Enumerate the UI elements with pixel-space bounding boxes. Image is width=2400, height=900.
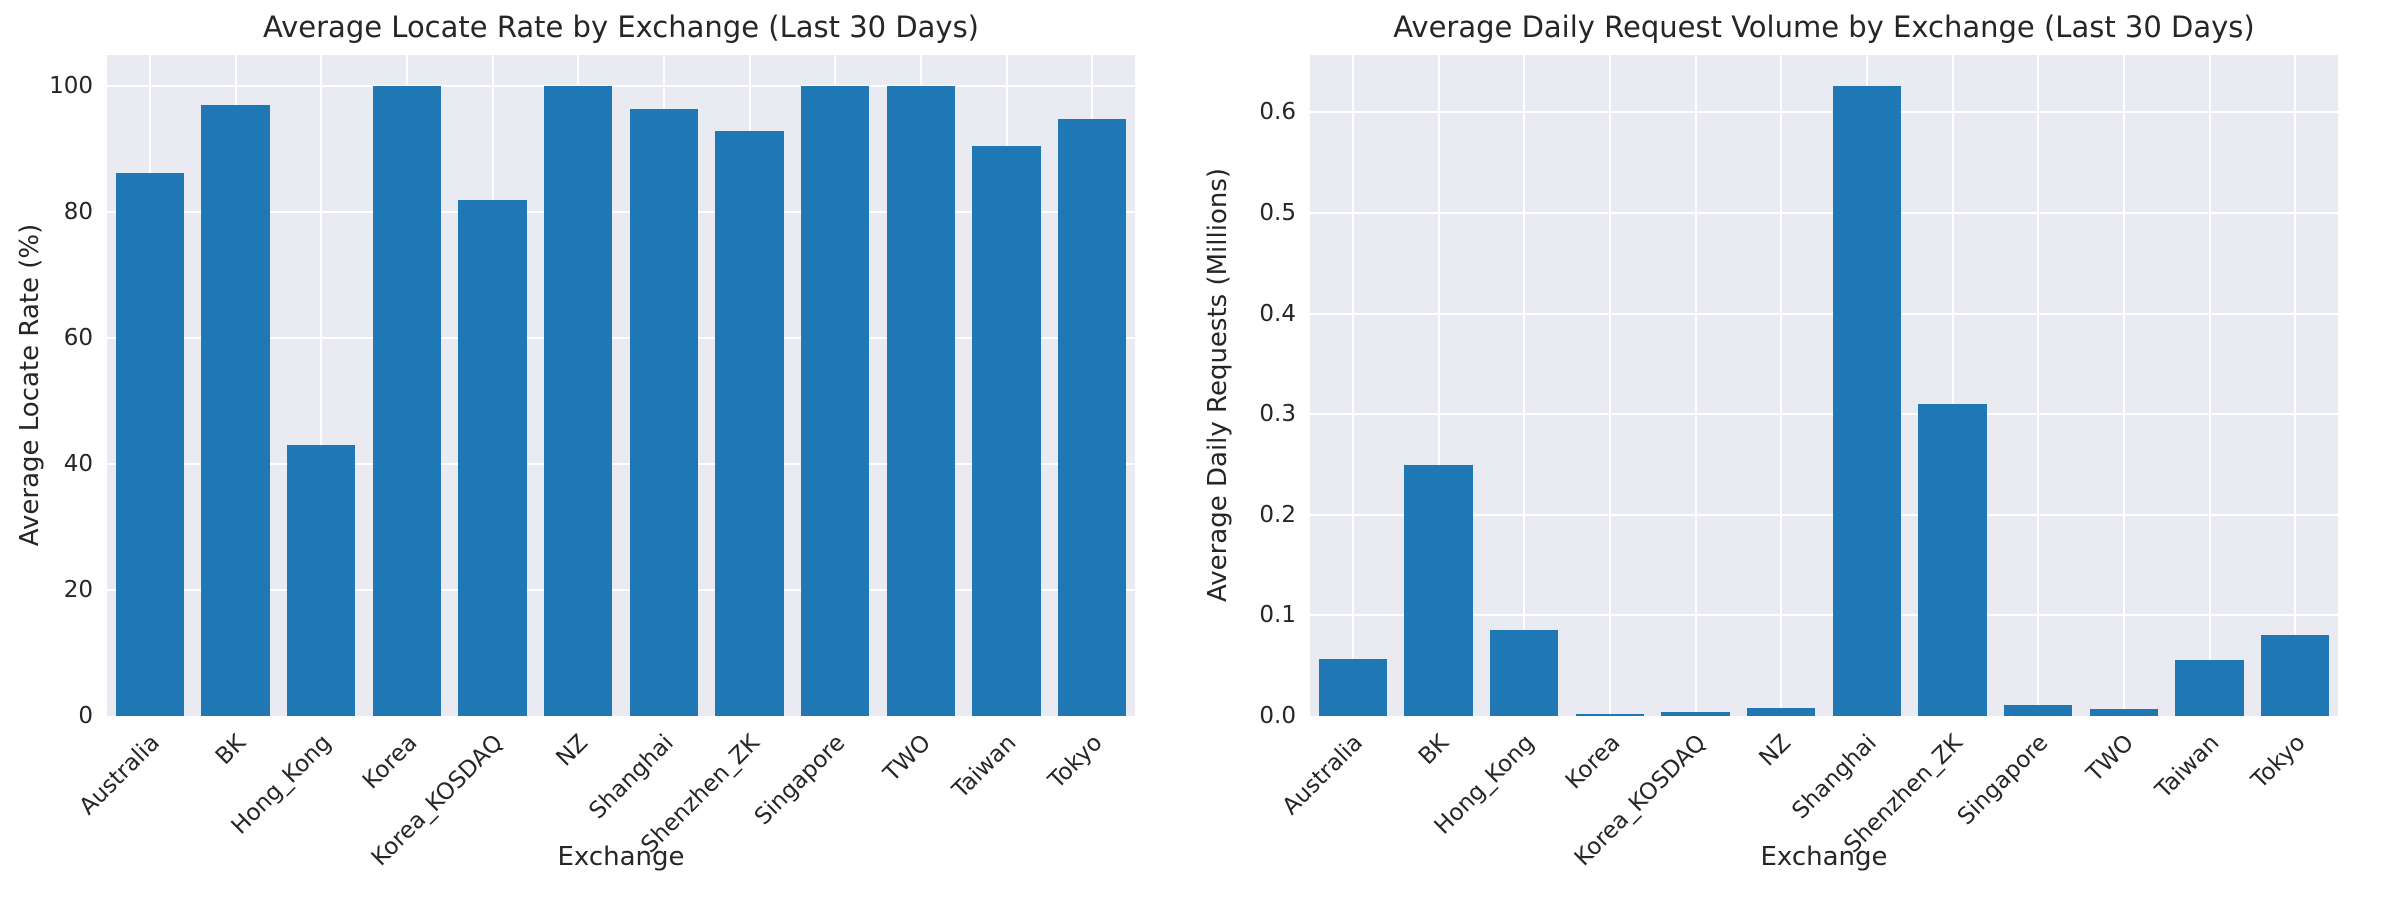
x-tick-label-Korea: Korea (1560, 729, 1626, 795)
y-tick-label: 80 (63, 199, 93, 226)
gridline-x-Korea (1608, 55, 1611, 716)
bar-Korea (372, 86, 442, 716)
bar-BK (1404, 465, 1473, 716)
x-tick-label-Australia: Australia (1277, 729, 1369, 821)
gridline-y-0.1 (1310, 614, 2338, 617)
bar-Singapore (800, 86, 870, 716)
bar-Tokyo (2260, 634, 2330, 716)
gridline-y-0.3 (1310, 413, 2338, 416)
y-tick-label: 0.6 (1259, 99, 1296, 126)
gridline-x-Shenzhen_ZK (1951, 55, 1954, 716)
bar-Taiwan (972, 145, 1041, 716)
gridline-y-80 (107, 211, 1135, 214)
y-tick-label: 0 (78, 703, 93, 729)
gridline-x-Australia (1351, 55, 1354, 716)
bar-Hong_Kong (1489, 630, 1559, 716)
bar-Hong_Kong (286, 444, 356, 716)
plot-area (107, 55, 1135, 716)
bar-TWO (2089, 708, 2159, 716)
y-tick-label: 20 (63, 577, 93, 604)
bar-Korea_KOSDAQ (1661, 711, 1730, 716)
bar-Korea (1575, 714, 1645, 716)
x-tick-label-NZ: NZ (1754, 729, 1797, 772)
gridline-x-NZ (1780, 55, 1783, 716)
bar-Tokyo (1057, 119, 1127, 716)
gridline-y-100 (107, 85, 1135, 88)
chart-title: Average Locate Rate by Exchange (Last 30… (262, 10, 980, 44)
y-tick-label: 100 (49, 73, 93, 100)
bar-Shenzhen_ZK (1918, 404, 1987, 716)
x-tick-label-BK: BK (1413, 729, 1454, 771)
gridline-x-Hong_Kong (320, 55, 323, 716)
x-axis-label: Exchange (1760, 842, 1888, 872)
bar-Australia (115, 173, 185, 716)
x-tick-label-Taiwan: Taiwan (2150, 729, 2225, 804)
x-axis-label: Exchange (557, 842, 685, 872)
y-tick-label: 40 (63, 451, 93, 478)
gridline-y-0.2 (1310, 513, 2338, 516)
bar-Singapore (2003, 704, 2073, 716)
gridline-y-40 (107, 463, 1135, 466)
x-tick-label-TWO: TWO (2081, 729, 2140, 788)
x-tick-label-Singapore: Singapore (1952, 729, 2054, 831)
bar-Korea_KOSDAQ (458, 199, 527, 716)
bar-Shanghai (1832, 86, 1902, 716)
bar-Shenzhen_ZK (715, 130, 784, 716)
bar-NZ (1746, 707, 1816, 716)
plot-area (1310, 55, 2338, 716)
chart-title: Average Daily Request Volume by Exchange… (1393, 10, 2255, 44)
y-tick-label: 0.3 (1259, 401, 1296, 428)
gridline-x-Hong_Kong (1523, 55, 1526, 716)
y-tick-label: 0.2 (1259, 501, 1296, 528)
y-tick-label: 0.5 (1259, 199, 1296, 226)
y-tick-label: 0.1 (1259, 602, 1296, 629)
gridline-y-0.4 (1310, 312, 2338, 315)
gridline-y-60 (107, 337, 1135, 340)
y-tick-label: 60 (63, 325, 93, 352)
y-tick-label: 0.4 (1259, 300, 1296, 327)
bar-NZ (543, 86, 613, 716)
gridline-y-0.5 (1310, 211, 2338, 214)
gridline-x-TWO (2122, 55, 2125, 716)
gridline-x-Tokyo (2294, 55, 2297, 716)
bar-Taiwan (2175, 659, 2244, 716)
y-axis-label: Average Daily Requests (Millions) (1203, 167, 1233, 603)
gridline-x-BK (1437, 55, 1440, 716)
y-tick-label: 0.0 (1259, 703, 1296, 729)
x-tick-label-Tokyo: Tokyo (2246, 729, 2311, 794)
bar-BK (201, 105, 270, 716)
bar-Australia (1318, 658, 1388, 716)
gridline-y-20 (107, 589, 1135, 592)
bar-TWO (886, 86, 956, 716)
gridline-x-Korea_KOSDAQ (1694, 55, 1697, 716)
gridline-y-0.6 (1310, 111, 2338, 114)
gridline-x-Singapore (2037, 55, 2040, 716)
gridline-x-Taiwan (2208, 55, 2211, 716)
bar-Shanghai (629, 109, 699, 716)
